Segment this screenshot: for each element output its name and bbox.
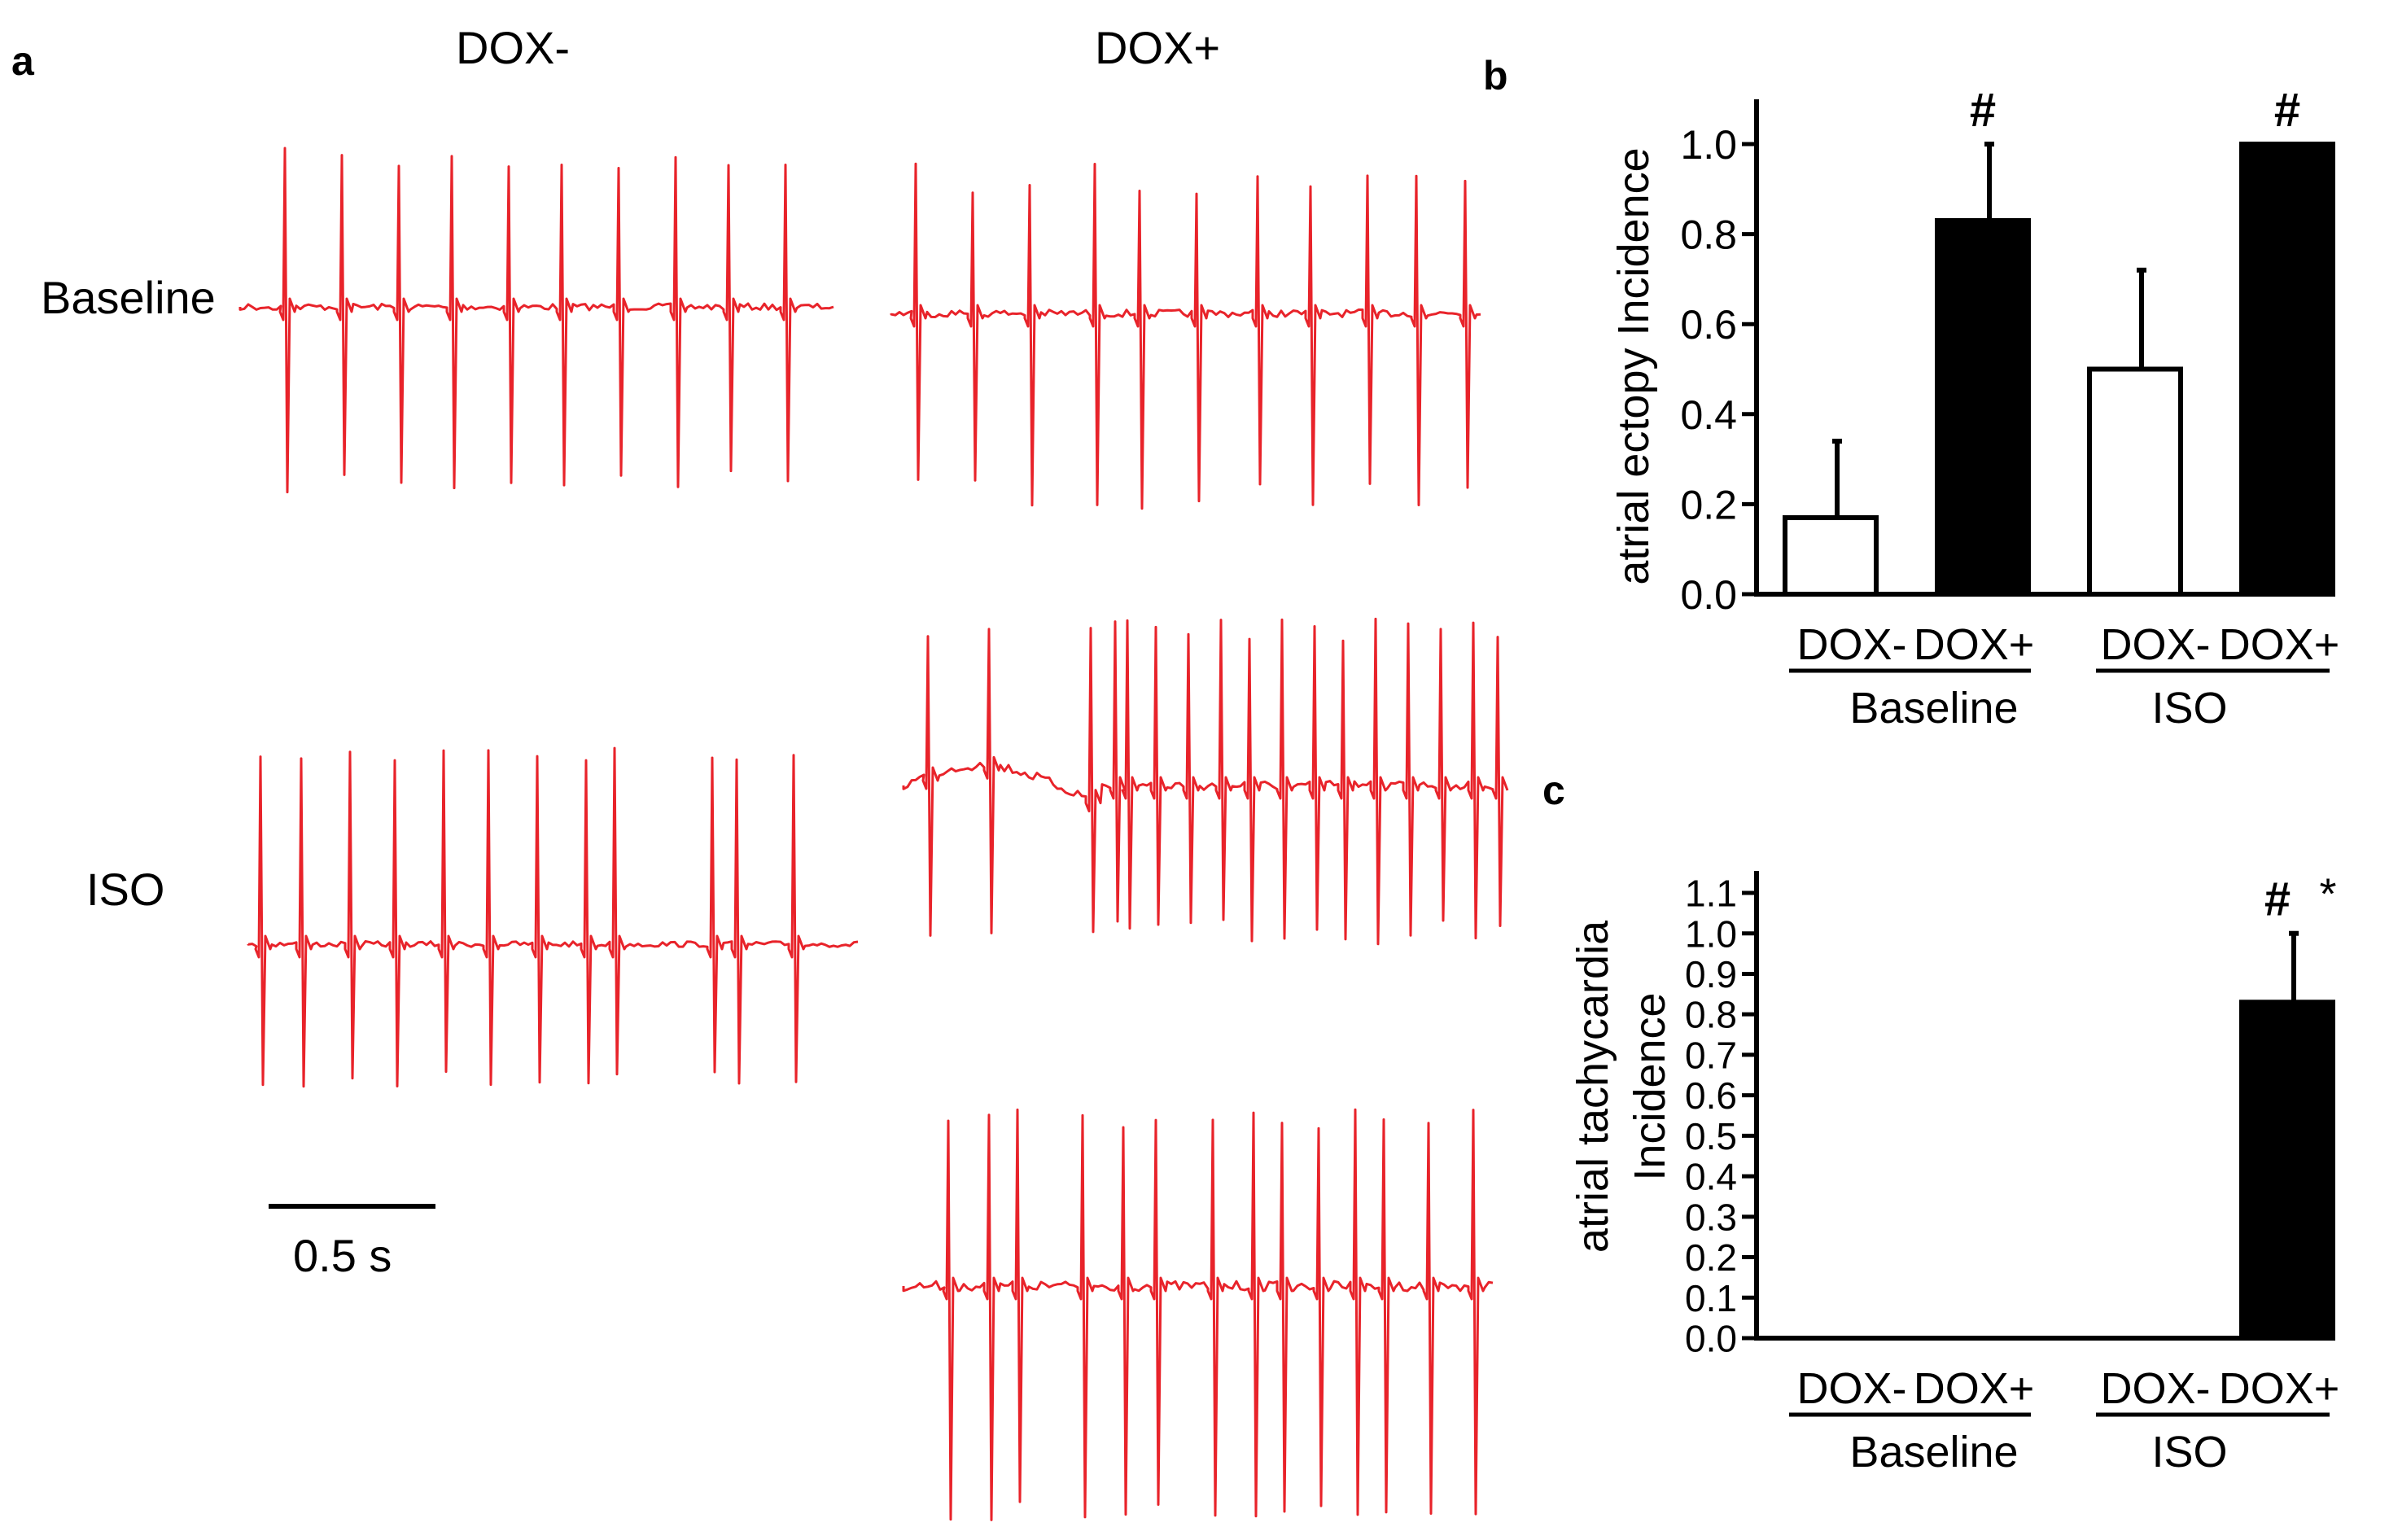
bar-doxminus-0	[1783, 514, 1879, 597]
ecg-traces	[238, 147, 1509, 1521]
y-tick-label: 0.4	[1680, 392, 1737, 438]
panel-c-letter: c	[1542, 768, 1565, 813]
significance-hash: #	[1970, 84, 1996, 137]
group-label-baseline: Baseline	[1849, 684, 2018, 733]
y-tick-label: 0.2	[1680, 482, 1737, 527]
y-tick-label: 0.9	[1685, 953, 1737, 995]
ecg-trace-iso-dox-plus-lower	[902, 1108, 1494, 1521]
y-tick-label: 0.1	[1685, 1277, 1737, 1319]
x-category-label: DOX+	[1914, 620, 2035, 669]
panel-c-bars: # *	[2239, 870, 2337, 1341]
row-header-iso: ISO	[86, 864, 164, 915]
bar-doxplus-3	[2239, 142, 2335, 597]
panel-c-y-axis-label-line1: atrial tachycardia	[1569, 920, 1617, 1253]
column-header-dox-plus: DOX+	[1095, 22, 1220, 73]
bar-doxplus-1	[1935, 218, 2031, 597]
y-tick-label: 0.7	[1685, 1034, 1737, 1076]
x-category-label: DOX+	[2219, 620, 2340, 669]
y-tick-label: 0.6	[1680, 302, 1737, 348]
panel-c-y-ticks: 0.00.10.20.30.40.50.60.70.80.91.01.1	[1685, 873, 1757, 1360]
x-category-label: DOX-	[1797, 620, 1907, 669]
significance-star: *	[2319, 870, 2336, 919]
y-tick-label: 0.8	[1685, 994, 1737, 1036]
group-label-baseline: Baseline	[1849, 1428, 2018, 1477]
y-tick-label: 0.6	[1685, 1074, 1737, 1117]
y-tick-label: 1.1	[1685, 873, 1737, 915]
y-tick-label: 0.0	[1685, 1318, 1737, 1360]
ecg-trace-baseline-dox-minus	[238, 147, 834, 494]
y-tick-label: 0.4	[1685, 1156, 1737, 1198]
group-label-iso: ISO	[2151, 684, 2227, 733]
ecg-trace-iso-dox-minus	[247, 746, 859, 1088]
y-tick-label: 0.5	[1685, 1115, 1737, 1157]
panel-b-bars: # #	[1783, 84, 2335, 597]
ecg-trace-baseline-dox-plus	[890, 162, 1481, 510]
panel-a-letter: a	[11, 38, 35, 84]
significance-hash: #	[2264, 873, 2291, 926]
panel-c: c atrial tachycardia Incidence 0.00.10.2…	[1542, 768, 2339, 1477]
bar-doxminus-2	[2087, 366, 2183, 597]
x-category-label: DOX+	[2219, 1364, 2340, 1413]
x-category-label: DOX-	[2101, 620, 2211, 669]
y-tick-label: 0.8	[1680, 212, 1737, 258]
ecg-trace-iso-dox-plus-upper	[902, 617, 1509, 946]
bar-doxplus-3	[2239, 1000, 2335, 1341]
column-header-dox-minus: DOX-	[456, 22, 570, 73]
group-label-iso: ISO	[2151, 1428, 2227, 1477]
x-category-label: DOX+	[1914, 1364, 2035, 1413]
panel-b-y-axis-label: atrial ectopy Incidence	[1609, 147, 1658, 584]
panel-a: a DOX- DOX+ Baseline ISO 0.5 s	[11, 22, 1509, 1521]
panel-b-y-ticks: 0.0 0.2 0.4 0.6 0.8 1.0	[1680, 122, 1757, 618]
y-tick-label: 1.0	[1685, 912, 1737, 955]
panel-b: b atrial ectopy Incidence 0.00.20.40.60.…	[1483, 53, 2339, 733]
significance-hash: #	[2274, 84, 2300, 137]
scale-bar-label: 0.5 s	[293, 1230, 392, 1281]
panel-c-category-labels: DOX- DOX+ DOX- DOX+Baseline ISO	[1789, 1364, 2339, 1477]
panel-b-letter: b	[1483, 53, 1508, 98]
y-tick-label: 0.2	[1685, 1236, 1737, 1279]
y-tick-label: 0.0	[1680, 572, 1737, 618]
y-tick-label: 1.0	[1680, 122, 1737, 168]
panel-b-category-labels: DOX- DOX+ DOX- DOX+Baseline ISO	[1789, 620, 2339, 733]
row-header-baseline: Baseline	[41, 272, 216, 323]
x-category-label: DOX-	[2101, 1364, 2211, 1413]
x-category-label: DOX-	[1797, 1364, 1907, 1413]
y-tick-label: 0.3	[1685, 1196, 1737, 1238]
panel-c-y-axis-label-line2: Incidence	[1625, 992, 1674, 1180]
